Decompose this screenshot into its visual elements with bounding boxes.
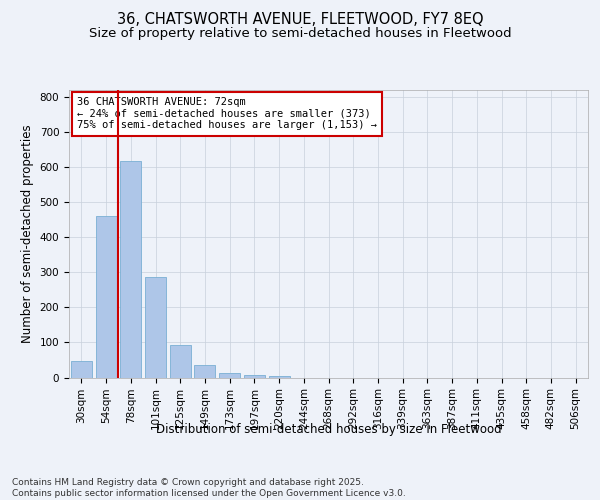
Bar	[95, 216, 116, 378]
Text: Distribution of semi-detached houses by size in Fleetwood: Distribution of semi-detached houses by …	[156, 422, 502, 436]
Y-axis label: Number of semi-detached properties: Number of semi-detached properties	[21, 124, 34, 343]
Bar	[219, 372, 240, 378]
Bar	[145, 276, 166, 378]
Text: Size of property relative to semi-detached houses in Fleetwood: Size of property relative to semi-detach…	[89, 26, 511, 40]
Bar	[244, 375, 265, 378]
Bar	[71, 361, 92, 378]
Bar	[170, 345, 191, 378]
Text: Contains HM Land Registry data © Crown copyright and database right 2025.
Contai: Contains HM Land Registry data © Crown c…	[12, 478, 406, 498]
Text: 36 CHATSWORTH AVENUE: 72sqm
← 24% of semi-detached houses are smaller (373)
75% : 36 CHATSWORTH AVENUE: 72sqm ← 24% of sem…	[77, 97, 377, 130]
Bar	[120, 161, 141, 378]
Bar	[269, 376, 290, 378]
Bar	[194, 364, 215, 378]
Text: 36, CHATSWORTH AVENUE, FLEETWOOD, FY7 8EQ: 36, CHATSWORTH AVENUE, FLEETWOOD, FY7 8E…	[116, 12, 484, 28]
